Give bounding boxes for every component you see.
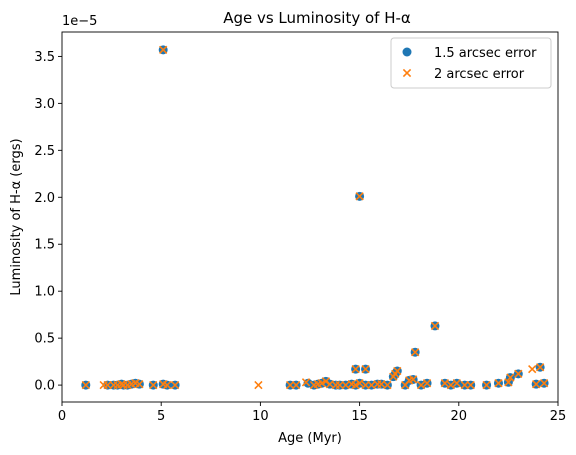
x-tick-label: 25: [550, 409, 567, 424]
x-tick-label: 5: [157, 409, 165, 424]
data-point-series-2: [529, 366, 536, 373]
x-axis: 0 5 10 15 20 25: [58, 402, 566, 424]
x-tick-label: 15: [351, 409, 368, 424]
legend-marker-series-1: [403, 48, 412, 57]
y-tick-label: 2.0: [34, 191, 55, 206]
x-axis-label: Age (Myr): [278, 431, 342, 446]
y-tick-label: 0.5: [34, 332, 55, 347]
y-tick-label: 3.0: [34, 97, 55, 112]
y-offset-text: 1e−5: [62, 14, 97, 29]
y-axis-label: Luminosity of H-α (ergs): [9, 138, 24, 295]
y-tick-label: 0.0: [34, 379, 55, 394]
data-point-series-2: [255, 381, 262, 388]
y-axis: 0.0 0.5 1.0 1.5 2.0 2.5 3.0 3.5: [34, 50, 62, 394]
chart-title: Age vs Luminosity of H-α: [223, 9, 411, 27]
x-tick-label: 10: [252, 409, 269, 424]
x-tick-label: 20: [451, 409, 468, 424]
x-tick-label: 0: [58, 409, 66, 424]
y-tick-label: 2.5: [34, 144, 55, 159]
y-tick-label: 3.5: [34, 50, 55, 65]
y-tick-label: 1.5: [34, 238, 55, 253]
legend: 1.5 arcsec error 2 arcsec error: [391, 38, 551, 88]
y-tick-label: 1.0: [34, 285, 55, 300]
legend-label-series-2: 2 arcsec error: [434, 67, 525, 82]
series-1-points: [81, 45, 548, 389]
series-2-points: [82, 46, 548, 388]
legend-label-series-1: 1.5 arcsec error: [434, 46, 537, 61]
